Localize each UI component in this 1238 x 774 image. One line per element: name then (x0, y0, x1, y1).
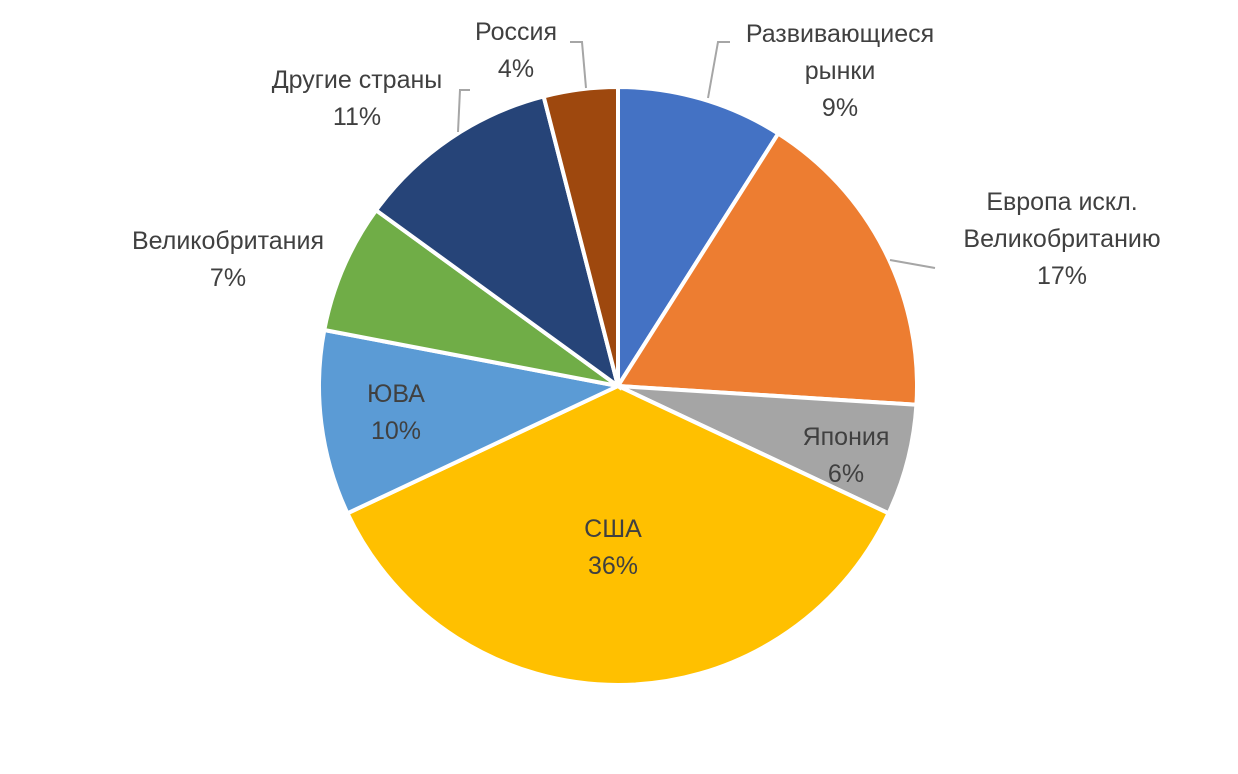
pie-slice (616, 84, 781, 393)
slice-name-label: США (584, 515, 642, 543)
slice-name-label: Развивающиеся (746, 20, 934, 48)
slice-value-label: 4% (498, 55, 534, 83)
pie-slice (321, 207, 620, 388)
leader-line (457, 89, 470, 133)
pie-slice (344, 383, 892, 687)
pie-slice (541, 84, 620, 387)
slice-name-label: рынки (805, 57, 876, 85)
leader-line (707, 41, 730, 99)
pie-slice (373, 93, 622, 391)
slice-value-label: 17% (1037, 262, 1087, 290)
slice-value-label: 11% (333, 103, 381, 131)
leader-line (889, 259, 936, 269)
leader-line (570, 41, 587, 89)
slice-name-label: Европа искл. (986, 188, 1137, 216)
slice-value-label: 6% (828, 460, 864, 488)
slice-name-label: Россия (475, 18, 557, 46)
pie-slice (614, 130, 919, 407)
slice-value-label: 9% (822, 94, 858, 122)
slice-name-label: Великобритания (132, 227, 324, 255)
slice-name-label: ЮВА (367, 380, 425, 408)
slice-name-label: Великобританию (963, 225, 1160, 253)
slice-value-label: 10% (371, 417, 421, 445)
slice-name-label: Другие страны (272, 66, 443, 94)
pie-slice (317, 327, 625, 516)
slice-name-label: Япония (803, 423, 890, 451)
slice-value-label: 36% (588, 552, 638, 580)
slice-value-label: 7% (210, 264, 246, 292)
